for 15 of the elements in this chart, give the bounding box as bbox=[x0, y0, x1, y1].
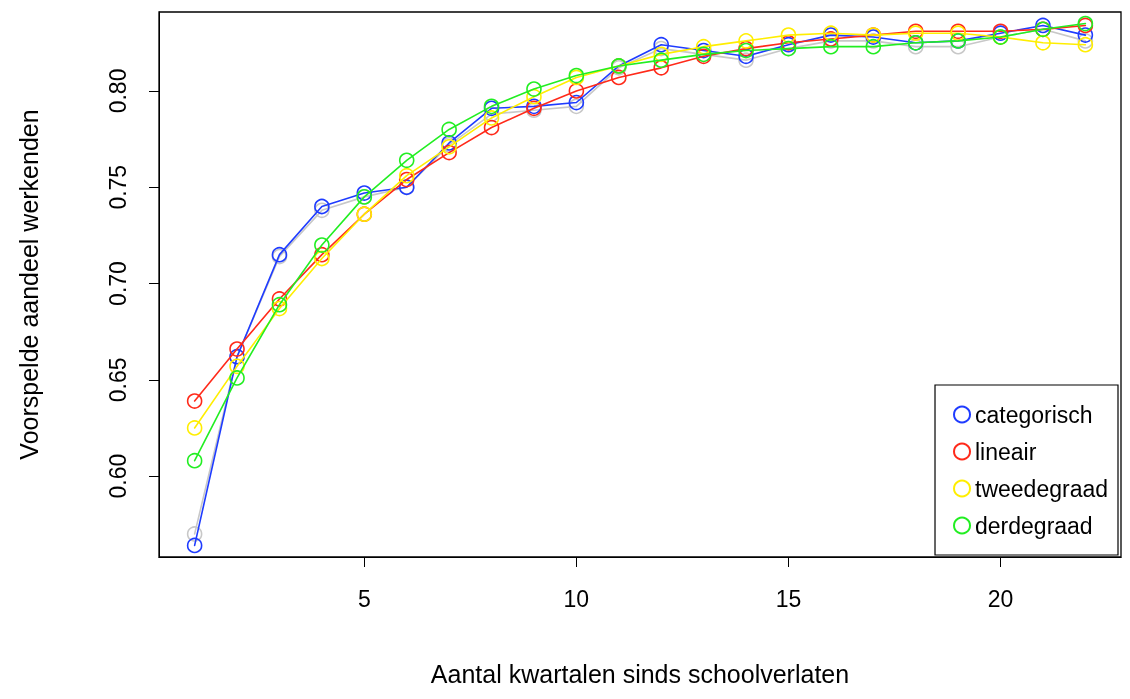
y-tick-label: 0.70 bbox=[104, 261, 131, 306]
x-tick-label: 15 bbox=[775, 585, 802, 612]
x-axis-title: Aantal kwartalen sinds schoolverlaten bbox=[430, 659, 850, 688]
y-tick-label: 0.60 bbox=[104, 453, 131, 499]
legend-label: derdegraad bbox=[975, 512, 1093, 539]
y-tick-label: 0.80 bbox=[104, 68, 131, 114]
x-tick-label: 20 bbox=[987, 585, 1014, 612]
y-tick-label: 0.65 bbox=[104, 357, 131, 403]
y-axis-title: Voorspelde aandeel werkenden bbox=[14, 109, 43, 460]
legend-label: lineair bbox=[975, 438, 1037, 465]
x-tick-label: 10 bbox=[563, 585, 590, 612]
y-tick-label: 0.75 bbox=[104, 164, 131, 210]
legend-label: tweedegraad bbox=[975, 475, 1109, 502]
x-tick-label: 5 bbox=[357, 585, 371, 612]
legend-label: categorisch bbox=[975, 401, 1093, 428]
